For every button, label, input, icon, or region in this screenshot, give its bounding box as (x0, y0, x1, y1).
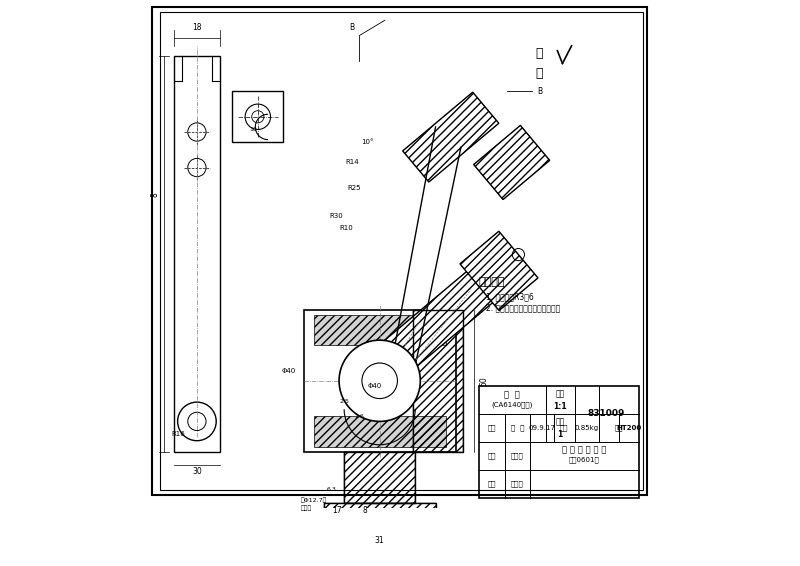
Text: R25: R25 (347, 185, 361, 191)
Text: HT200: HT200 (616, 424, 642, 431)
Text: 描号: 描号 (488, 452, 496, 459)
Text: 技术要求: 技术要求 (478, 277, 505, 287)
Text: 0.85kg: 0.85kg (574, 424, 598, 431)
Polygon shape (402, 92, 499, 182)
Bar (233, 91, 283, 142)
Text: 1: 1 (558, 430, 563, 439)
Bar (314, 315, 446, 345)
Text: R14: R14 (345, 160, 358, 165)
Text: 10: 10 (249, 127, 257, 132)
Text: 材料: 材料 (614, 424, 623, 431)
Text: 1. 铸造圆角R3～6: 1. 铸造圆角R3～6 (486, 293, 534, 302)
Bar (344, 452, 415, 503)
Text: 液压0601班: 液压0601班 (569, 456, 600, 463)
Text: 定锪窝: 定锪窝 (301, 505, 312, 511)
Polygon shape (460, 231, 538, 311)
Polygon shape (385, 268, 497, 371)
Text: 50: 50 (479, 376, 488, 385)
Text: Φ40: Φ40 (367, 383, 382, 389)
Text: 用Φ12.7钻: 用Φ12.7钻 (301, 498, 327, 503)
Bar (344, 452, 415, 503)
Text: (CA6140车床): (CA6140车床) (491, 402, 533, 408)
Text: Φ40: Φ40 (281, 368, 295, 374)
Bar (324, 503, 435, 533)
Text: 1:1: 1:1 (554, 402, 567, 411)
Bar (174, 56, 220, 452)
Text: 2. 表面应无夹渣，气孔等铸造缺陷: 2. 表面应无夹渣，气孔等铸造缺陷 (486, 304, 561, 312)
Bar (413, 310, 463, 452)
Text: 重量: 重量 (560, 424, 569, 431)
Text: 余: 余 (536, 67, 543, 80)
Text: 审核: 审核 (488, 481, 496, 487)
Text: 1.6: 1.6 (354, 414, 364, 419)
Text: B: B (537, 87, 542, 96)
Text: R10: R10 (340, 225, 354, 231)
Text: 缸  杆: 缸 杆 (505, 390, 520, 399)
Text: 831009: 831009 (588, 409, 626, 418)
Text: 6.3: 6.3 (326, 487, 336, 492)
Bar (303, 310, 456, 452)
Text: 8: 8 (362, 506, 367, 514)
Bar (324, 503, 435, 533)
Text: 其: 其 (536, 47, 543, 60)
Text: 10°: 10° (361, 139, 374, 145)
Polygon shape (474, 126, 550, 200)
Bar (413, 310, 463, 452)
Text: 比例: 比例 (556, 389, 565, 398)
Text: 09.9.17: 09.9.17 (528, 424, 555, 431)
Text: 18: 18 (192, 23, 202, 32)
Text: 30: 30 (192, 466, 202, 475)
Text: 阿  均: 阿 均 (510, 424, 524, 431)
Text: 17: 17 (332, 506, 342, 514)
Text: 2.5: 2.5 (339, 398, 349, 404)
Text: 王晓坤: 王晓坤 (511, 452, 524, 459)
Text: B: B (349, 23, 354, 32)
Circle shape (339, 340, 420, 422)
Text: 8: 8 (150, 192, 159, 197)
Text: R16: R16 (171, 431, 186, 437)
Text: 太 原 理 工 大 学: 太 原 理 工 大 学 (562, 445, 606, 454)
Bar (478, 386, 638, 498)
Text: 制图: 制图 (488, 424, 496, 431)
Bar (314, 417, 446, 447)
Text: 31: 31 (375, 536, 385, 545)
Text: R30: R30 (330, 213, 343, 219)
Text: 王晓坤: 王晓坤 (511, 481, 524, 487)
Text: 件数: 件数 (556, 417, 565, 426)
